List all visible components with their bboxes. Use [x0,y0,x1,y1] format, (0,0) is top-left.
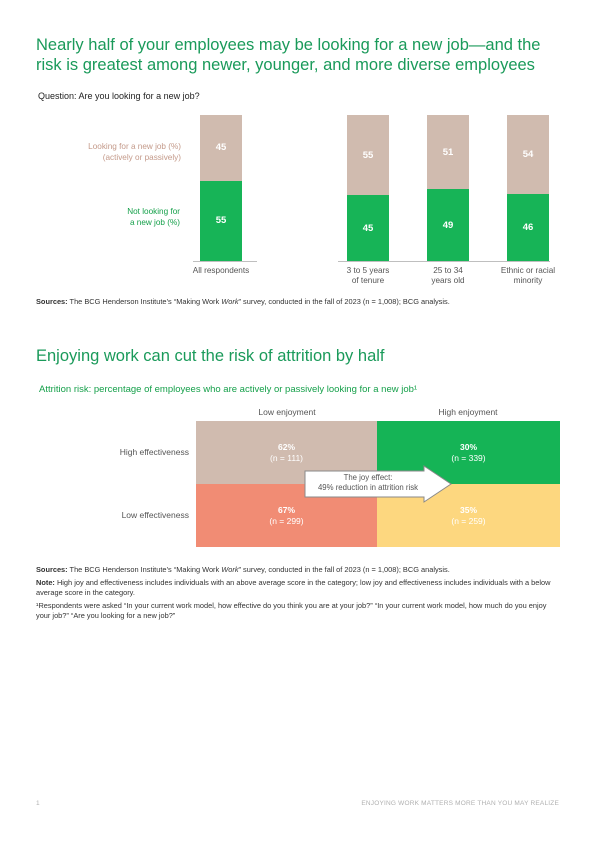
callout-line1: The joy effect: [343,473,393,482]
bar-stack: 45 55 [200,115,242,261]
sources-2-text-b: ” survey, conducted in the fall of 2023 … [238,565,450,574]
sources-2-text-italic: Work [221,565,239,574]
sources-2-label: Sources: [36,565,68,574]
bar-stack: 54 46 [507,115,549,261]
legend-looking-line1: Looking for a new job (%) [88,142,181,151]
bar-segment-not-looking: 49 [427,189,469,261]
sources-1-text-a: The BCG Henderson Institute’s “Making Wo… [67,297,222,306]
bar-stack: 51 49 [427,115,469,261]
cell-pct: 67% [277,504,295,515]
x-tick-label: Ethnic or racial minority [500,266,556,285]
note: Note: High joy and effectiveness include… [36,578,561,597]
bar-segment-not-looking: 46 [507,193,549,261]
section2-title: Enjoying work can cut the risk of attrit… [36,347,385,365]
sources-1-text-b: ” survey, conducted in the fall of 2023 … [238,297,450,306]
x-tick-label: All respondents [192,266,250,275]
question-label: Question: Are you looking for a new job? [38,91,200,101]
page-number: 1 [36,800,40,807]
x-axis-line [193,261,257,262]
row-header-high-effectiveness: High effectiveness [119,447,189,457]
bar-segment-looking: 55 [347,115,389,196]
bar-segment-looking: 54 [507,115,549,194]
legend-not-looking-line2: a new job (%) [129,217,180,227]
cell-n: (n = 111) [270,452,303,463]
column-header-high-enjoyment: High enjoyment [438,407,498,417]
cell-n: (n = 339) [451,452,486,463]
bar-segment-not-looking: 55 [200,180,242,261]
bar-stack: 55 45 [347,115,389,261]
x-tick-label: 25 to 34 years old [431,266,465,285]
sources-2: Sources: The BCG Henderson Institute’s “… [36,565,561,575]
row-header-low-effectiveness: Low effectiveness [121,510,189,520]
cell-n: (n = 259) [451,515,486,526]
footnote: ¹Respondents were asked “In your current… [36,601,547,620]
joy-effect-arrow-icon [304,465,452,503]
section1-title: Nearly half of your employees may be loo… [36,36,541,74]
cell-n: (n = 299) [269,515,304,526]
cell-pct: 35% [459,504,477,515]
note-text: High joy and effectiveness includes indi… [36,578,551,597]
bar-segment-looking: 51 [427,115,469,190]
legend-not-looking: Not looking for a new job (%) [60,207,180,228]
cell-pct: 30% [459,441,477,452]
legend-looking: Looking for a new job (%) (actively or p… [61,142,181,163]
sources-2-text-a: The BCG Henderson Institute’s “Making Wo… [67,565,222,574]
callout-line2: 49% reduction in attrition risk [317,483,419,492]
section2-subtitle: Attrition risk: percentage of employees … [39,384,418,395]
cell-pct: 62% [277,441,295,452]
bar-segment-not-looking: 45 [347,195,389,261]
x-tick-label: 3 to 5 years of tenure [346,266,390,285]
sources-1-text-italic: Work [221,297,239,306]
sources-1-label: Sources: [36,297,68,306]
joy-effect-callout: The joy effect: 49% reduction in attriti… [306,473,430,493]
legend-looking-line2: (actively or passively) [102,152,181,162]
bar-segment-looking: 45 [200,115,242,181]
running-title: ENJOYING WORK MATTERS MORE THAN YOU MAY … [361,800,559,807]
stacked-bar-chart: 45 55 All respondents 55 45 3 to 5 years of te… [0,0,595,300]
x-axis-line [338,261,550,262]
sources-1: Sources: The BCG Henderson Institute’s “… [36,297,561,307]
column-header-low-enjoyment: Low enjoyment [258,407,316,417]
note-label: Note: [36,578,55,587]
legend-not-looking-line1: Not looking for [127,207,180,216]
